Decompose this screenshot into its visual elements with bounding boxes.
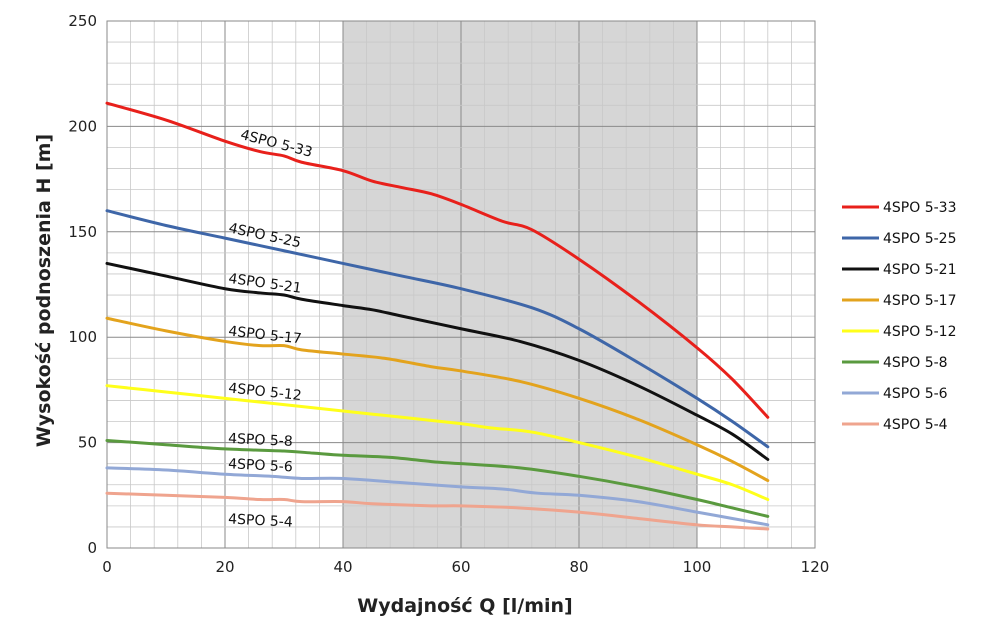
y-tick-label: 200 bbox=[68, 117, 97, 135]
x-tick-label: 120 bbox=[801, 558, 830, 576]
curve-label-4spo-5-17: 4SPO 5-17 bbox=[228, 323, 303, 347]
legend-label-4spo-5-21: 4SPO 5-21 bbox=[883, 262, 956, 278]
curve-label-4spo-5-4: 4SPO 5-4 bbox=[228, 511, 293, 530]
legend-label-4spo-5-4: 4SPO 5-4 bbox=[883, 417, 948, 433]
series-lines bbox=[105, 101, 770, 531]
x-tick-label: 60 bbox=[451, 558, 470, 576]
legend: 4SPO 5-33 4SPO 5-25 4SPO 5-21 4SPO 5-17 4SPO… bbox=[842, 200, 956, 433]
shaded-operating-range bbox=[343, 21, 697, 548]
series-line-4spo-5-4 bbox=[105, 491, 770, 531]
x-tick-label: 0 bbox=[102, 558, 112, 576]
y-axis-title: Wysokość podnoszenia H [m] bbox=[33, 134, 55, 447]
legend-label-4spo-5-33: 4SPO 5-33 bbox=[883, 200, 956, 216]
legend-label-4spo-5-6: 4SPO 5-6 bbox=[883, 386, 948, 402]
series-line-4spo-5-6 bbox=[105, 466, 770, 527]
legend-label-4spo-5-17: 4SPO 5-17 bbox=[883, 293, 956, 309]
x-axis-title: Wydajność Q [l/min] bbox=[357, 595, 572, 617]
series-line-4spo-5-33 bbox=[105, 101, 770, 419]
x-tick-label: 100 bbox=[683, 558, 712, 576]
y-tick-label: 100 bbox=[68, 328, 97, 346]
y-tick-label: 0 bbox=[87, 539, 97, 557]
x-tick-label: 40 bbox=[333, 558, 352, 576]
legend-label-4spo-5-8: 4SPO 5-8 bbox=[883, 355, 948, 371]
x-tick-label: 80 bbox=[569, 558, 588, 576]
curve-label-4spo-5-8: 4SPO 5-8 bbox=[228, 431, 293, 450]
shaded-region bbox=[343, 21, 697, 548]
y-tick-label: 50 bbox=[78, 434, 97, 452]
plot-area-border bbox=[106, 20, 816, 549]
curve-label-4spo-5-6: 4SPO 5-6 bbox=[228, 456, 293, 475]
curve-label-4spo-5-12: 4SPO 5-12 bbox=[228, 380, 303, 404]
series-line-4spo-5-8 bbox=[105, 438, 770, 518]
legend-label-4spo-5-25: 4SPO 5-25 bbox=[883, 231, 956, 247]
grid bbox=[106, 20, 816, 549]
y-tick-label: 250 bbox=[68, 12, 97, 30]
x-tick-label: 20 bbox=[215, 558, 234, 576]
series-line-4spo-5-12 bbox=[105, 384, 770, 502]
legend-label-4spo-5-12: 4SPO 5-12 bbox=[883, 324, 956, 340]
series-line-4spo-5-25 bbox=[105, 209, 770, 449]
series-line-4spo-5-17 bbox=[105, 316, 770, 483]
axis-ticks: 0 20 40 60 80 100 120 0 50 100 150 200 250 bbox=[68, 12, 829, 576]
y-tick-label: 150 bbox=[68, 223, 97, 241]
series-line-4spo-5-21 bbox=[105, 261, 770, 461]
